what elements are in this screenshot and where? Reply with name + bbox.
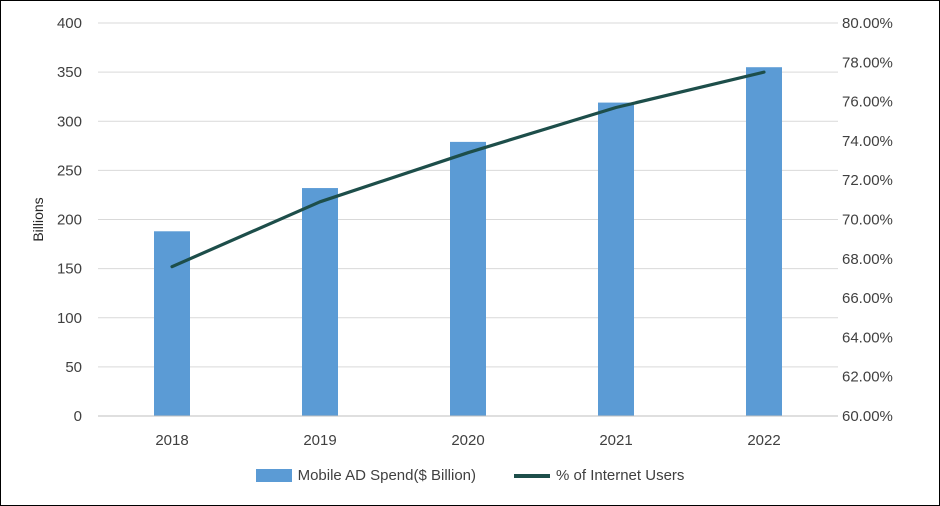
legend-swatch-bar <box>255 469 292 482</box>
y2-tick-label: 68.00% <box>842 251 893 268</box>
y2-tick-label: 66.00% <box>842 290 893 307</box>
x-tick-label: 2022 <box>747 432 780 449</box>
legend: Mobile AD Spend($ Billion) % of Internet… <box>1 467 939 484</box>
legend-item-bar: Mobile AD Spend($ Billion) <box>255 467 477 484</box>
legend-swatch-line <box>514 473 551 478</box>
y-tick-label: 50 <box>65 359 82 376</box>
y-tick-label: 150 <box>57 261 82 278</box>
y2-tick-label: 64.00% <box>842 329 893 346</box>
bar <box>302 188 338 416</box>
y-tick-label: 100 <box>57 310 82 327</box>
bar <box>746 67 782 417</box>
x-tick-label: 2021 <box>599 432 632 449</box>
y2-tick-label: 78.00% <box>842 54 893 71</box>
x-tick-label: 2020 <box>451 432 484 449</box>
legend-item-line: % of Internet Users <box>514 467 684 484</box>
bar <box>598 102 634 417</box>
x-tick-label: 2018 <box>155 432 188 449</box>
y2-tick-label: 70.00% <box>842 212 893 229</box>
y-tick-label: 250 <box>57 162 82 179</box>
y2-tick-label: 76.00% <box>842 94 893 111</box>
y-tick-label: 400 <box>57 15 82 32</box>
y-tick-label: 0 <box>74 408 82 425</box>
bar <box>154 231 190 416</box>
x-tick-label: 2019 <box>303 432 336 449</box>
y2-tick-label: 60.00% <box>842 408 893 425</box>
legend-label-line: % of Internet Users <box>556 467 685 484</box>
y2-tick-label: 72.00% <box>842 172 893 189</box>
bar <box>450 141 486 416</box>
y-tick-label: 300 <box>57 113 82 130</box>
y-tick-label: 200 <box>57 212 82 229</box>
y-tick-label: 350 <box>57 64 82 81</box>
y2-tick-label: 62.00% <box>842 369 893 386</box>
legend-label-bar: Mobile AD Spend($ Billion) <box>297 467 477 484</box>
y-axis-title: Billions <box>30 197 46 241</box>
y2-tick-label: 74.00% <box>842 133 893 150</box>
y2-tick-label: 80.00% <box>842 15 893 32</box>
